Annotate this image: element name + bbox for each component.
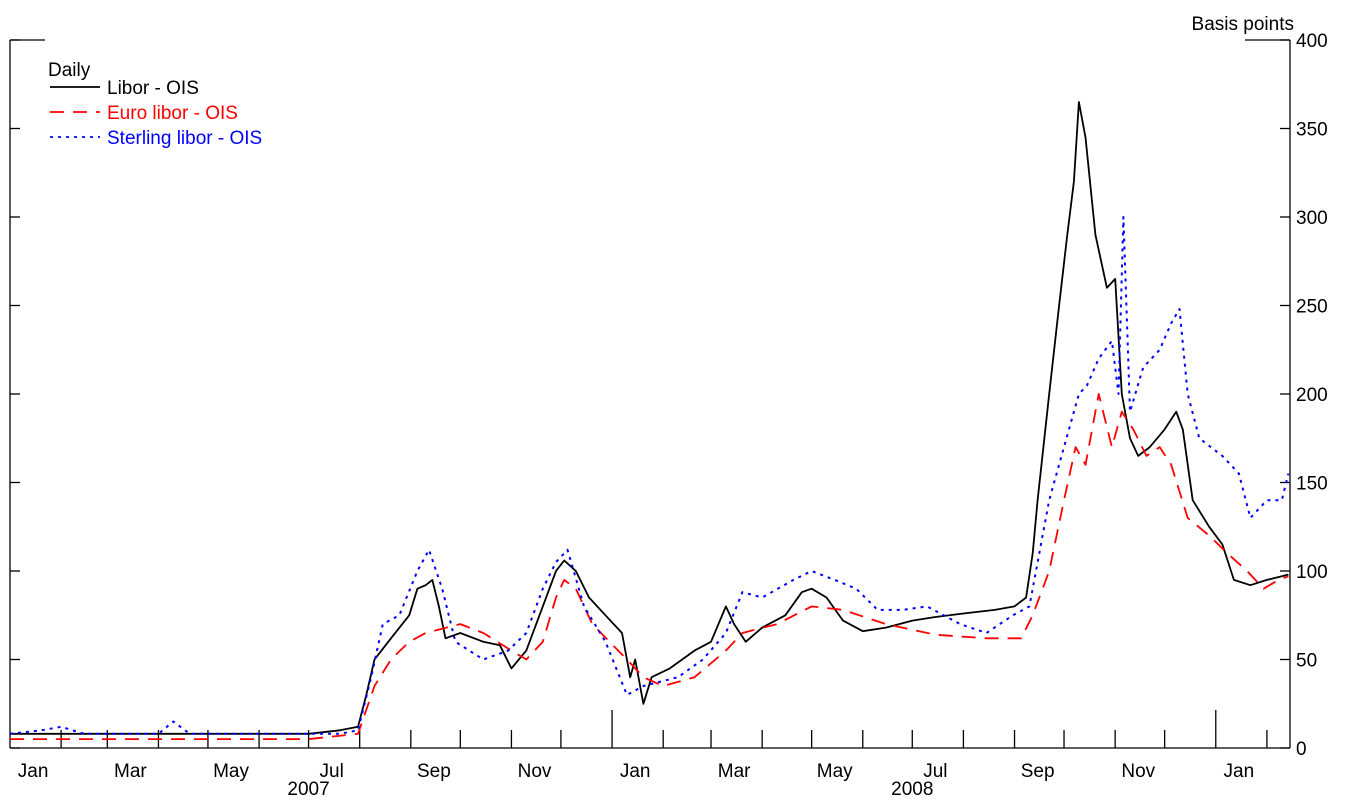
- x-month-label: Jan: [620, 761, 651, 782]
- series-lines: [9, 101, 1290, 740]
- x-year-label: 2007: [287, 779, 329, 800]
- x-month-label: May: [817, 761, 853, 782]
- x-month-label: May: [213, 761, 249, 782]
- x-month-label: Sep: [417, 761, 451, 782]
- legend-label-3: Sterling libor - OIS: [107, 128, 262, 149]
- y-tick-label: 100: [1296, 562, 1328, 583]
- y-tick-label: 200: [1296, 385, 1328, 406]
- y-tick-label: 300: [1296, 208, 1328, 229]
- x-month-label: Jul: [923, 761, 947, 782]
- series-line-3: [9, 216, 1290, 735]
- x-month-label: Nov: [518, 761, 552, 782]
- y-tick-label: 400: [1296, 31, 1328, 52]
- x-month-label: Jan: [1224, 761, 1255, 782]
- y-tick-label: 50: [1296, 651, 1317, 672]
- y-tick-label: 150: [1296, 474, 1328, 495]
- x-month-label: Mar: [718, 761, 751, 782]
- x-year-label: 2008: [891, 779, 933, 800]
- x-month-label: Jan: [18, 761, 49, 782]
- legend-label-1: Libor - OIS: [107, 78, 199, 99]
- x-month-label: Nov: [1121, 761, 1155, 782]
- frequency-label: Daily: [48, 60, 91, 81]
- legend: Libor - OIS Euro libor - OIS Sterling libo…: [50, 78, 262, 149]
- y-tick-label: 250: [1296, 297, 1328, 318]
- legend-label-2: Euro libor - OIS: [107, 103, 238, 124]
- x-month-label: Jul: [320, 761, 344, 782]
- y-tick-label: 0: [1296, 739, 1307, 760]
- axes: 0 50 100 150 200 250 300 350 400 Jan Mar May Jul Sep N…: [9, 31, 1328, 800]
- series-line-2: [10, 393, 1289, 740]
- x-month-label: Mar: [114, 761, 147, 782]
- x-month-label: Sep: [1021, 761, 1055, 782]
- y-unit-label: Basis points: [1192, 14, 1294, 35]
- y-tick-label: 350: [1296, 120, 1328, 141]
- series-line-1: [10, 101, 1289, 735]
